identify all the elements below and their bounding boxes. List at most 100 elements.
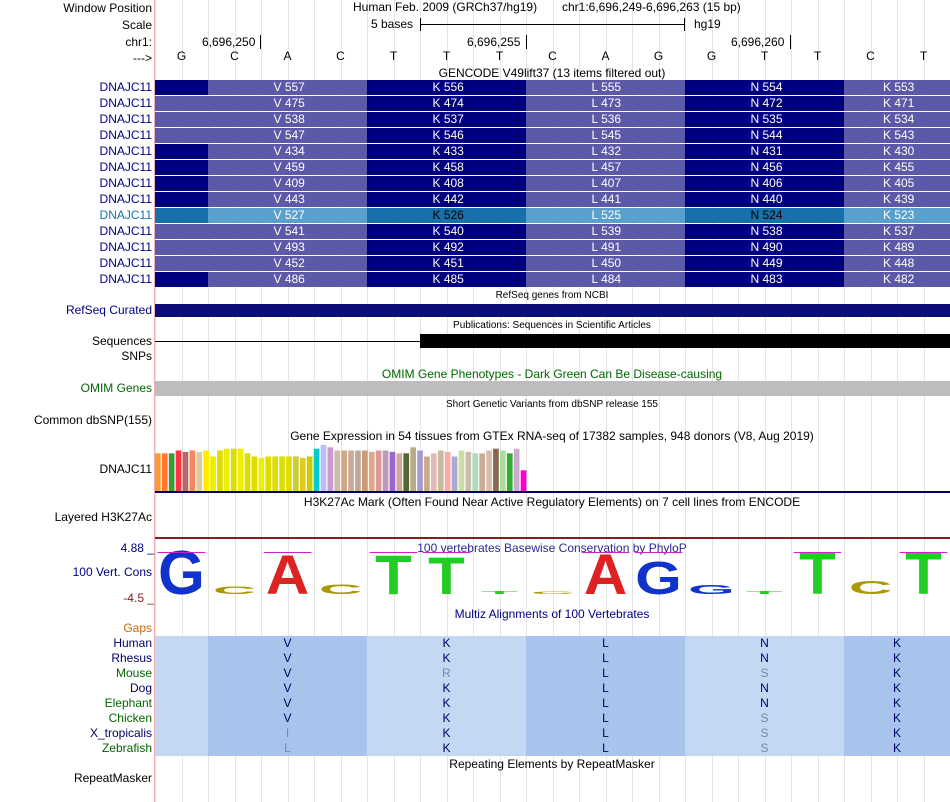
codon-fragment[interactable]: [155, 128, 208, 143]
amino-acid-block[interactable]: V 452: [208, 256, 367, 271]
codon-fragment[interactable]: [155, 256, 208, 271]
gencode-row-label[interactable]: DNAJC11: [99, 144, 152, 158]
multiz-species-label[interactable]: Mouse: [115, 666, 152, 680]
omim-label[interactable]: OMIM Genes: [80, 381, 152, 395]
conservation-label[interactable]: 100 Vert. Cons: [72, 565, 152, 579]
gtex-tissue-bar[interactable]: [368, 451, 375, 491]
amino-acid-block[interactable]: V 409: [208, 176, 367, 191]
gtex-tissue-bar[interactable]: [479, 453, 485, 491]
gtex-tissue-bar[interactable]: [451, 456, 458, 492]
amino-acid-block[interactable]: L 525: [526, 208, 685, 223]
publications-label[interactable]: Sequences: [91, 334, 152, 348]
amino-acid-block[interactable]: K 526: [367, 208, 526, 223]
amino-acid-block[interactable]: N 406: [685, 176, 844, 191]
gtex-tissue-bar[interactable]: [237, 448, 244, 491]
amino-acid-block[interactable]: L 491: [526, 240, 685, 255]
gtex-tissue-bar[interactable]: [313, 448, 320, 491]
multiz-codon-block[interactable]: [208, 726, 367, 741]
multiz-species-label[interactable]: Rhesus: [111, 651, 152, 665]
gencode-row-label[interactable]: DNAJC11: [99, 112, 152, 126]
multiz-gaps-label[interactable]: Gaps: [123, 621, 152, 635]
gtex-tissue-bar[interactable]: [196, 451, 203, 491]
multiz-codon-block[interactable]: [526, 711, 685, 726]
amino-acid-block[interactable]: K 405: [844, 176, 950, 191]
amino-acid-block[interactable]: K 523: [844, 208, 950, 223]
multiz-species-label[interactable]: Dog: [129, 681, 152, 695]
multiz-codon-block[interactable]: [685, 681, 844, 696]
gtex-tissue-bar[interactable]: [155, 453, 161, 491]
amino-acid-block[interactable]: N 490: [685, 240, 844, 255]
amino-acid-block[interactable]: L 441: [526, 192, 685, 207]
gtex-tissue-bar[interactable]: [465, 451, 472, 491]
codon-fragment[interactable]: [155, 192, 208, 207]
amino-acid-block[interactable]: K 448: [844, 256, 950, 271]
amino-acid-block[interactable]: N 524: [685, 208, 844, 223]
amino-acid-block[interactable]: K 451: [367, 256, 526, 271]
amino-acid-block[interactable]: L 545: [526, 128, 685, 143]
multiz-fragment[interactable]: [155, 741, 208, 756]
multiz-codon-block[interactable]: [526, 696, 685, 711]
codon-fragment[interactable]: [155, 224, 208, 239]
gtex-tissue-bar[interactable]: [293, 456, 299, 492]
multiz-fragment[interactable]: [155, 636, 208, 651]
gtex-tissue-bar[interactable]: [513, 448, 520, 491]
gtex-tissue-bar[interactable]: [500, 450, 506, 492]
amino-acid-block[interactable]: N 544: [685, 128, 844, 143]
amino-acid-block[interactable]: V 493: [208, 240, 367, 255]
gtex-tissue-bar[interactable]: [493, 448, 499, 491]
gencode-row-label[interactable]: DNAJC11: [99, 96, 152, 110]
multiz-codon-block[interactable]: [367, 711, 526, 726]
gtex-tissue-bar[interactable]: [299, 457, 306, 491]
h3k27ac-track-title[interactable]: H3K27Ac Mark (Often Found Near Active Re…: [303, 495, 801, 509]
amino-acid-block[interactable]: K 534: [844, 112, 950, 127]
multiz-codon-block[interactable]: [844, 651, 950, 666]
gtex-tissue-bar[interactable]: [203, 450, 209, 492]
gencode-row-label[interactable]: DNAJC11: [99, 160, 152, 174]
amino-acid-block[interactable]: V 475: [208, 96, 367, 111]
amino-acid-block[interactable]: V 443: [208, 192, 367, 207]
gtex-tissue-bar[interactable]: [410, 447, 416, 491]
multiz-codon-block[interactable]: [208, 666, 367, 681]
multiz-codon-block[interactable]: [208, 741, 367, 756]
amino-acid-block[interactable]: L 539: [526, 224, 685, 239]
amino-acid-block[interactable]: K 537: [844, 224, 950, 239]
multiz-fragment[interactable]: [155, 666, 208, 681]
multiz-codon-block[interactable]: [367, 696, 526, 711]
gtex-tissue-bar[interactable]: [382, 450, 389, 492]
gtex-tissue-bar[interactable]: [458, 450, 465, 492]
amino-acid-block[interactable]: K 471: [844, 96, 950, 111]
gtex-tissue-bar[interactable]: [161, 453, 168, 491]
multiz-codon-block[interactable]: [685, 666, 844, 681]
multiz-codon-block[interactable]: [844, 696, 950, 711]
gtex-tissue-bar[interactable]: [279, 456, 285, 492]
multiz-codon-block[interactable]: [685, 726, 844, 741]
gtex-tissue-bar[interactable]: [265, 456, 272, 492]
refseq-gene-block[interactable]: [155, 304, 950, 317]
amino-acid-block[interactable]: K 482: [844, 272, 950, 287]
multiz-codon-block[interactable]: [685, 651, 844, 666]
multiz-fragment[interactable]: [155, 711, 208, 726]
multiz-codon-block[interactable]: [685, 696, 844, 711]
multiz-codon-block[interactable]: [526, 726, 685, 741]
amino-acid-block[interactable]: K 439: [844, 192, 950, 207]
amino-acid-block[interactable]: L 555: [526, 80, 685, 95]
multiz-codon-block[interactable]: [367, 651, 526, 666]
gencode-row-label[interactable]: DNAJC11: [99, 240, 152, 254]
omim-track-title[interactable]: OMIM Gene Phenotypes - Dark Green Can Be…: [381, 367, 723, 381]
amino-acid-block[interactable]: N 538: [685, 224, 844, 239]
gtex-tissue-bar[interactable]: [182, 451, 189, 491]
amino-acid-block[interactable]: L 432: [526, 144, 685, 159]
gtex-tissue-bar[interactable]: [327, 447, 334, 491]
multiz-codon-block[interactable]: [367, 741, 526, 756]
gtex-tissue-bar[interactable]: [472, 453, 479, 491]
multiz-codon-block[interactable]: [208, 711, 367, 726]
gtex-tissue-bar[interactable]: [431, 453, 437, 491]
amino-acid-block[interactable]: V 541: [208, 224, 367, 239]
multiz-codon-block[interactable]: [526, 636, 685, 651]
gtex-tissue-bar[interactable]: [506, 453, 513, 491]
amino-acid-block[interactable]: K 492: [367, 240, 526, 255]
h3k27ac-label[interactable]: Layered H3K27Ac: [54, 510, 152, 524]
gtex-tissue-bar[interactable]: [348, 450, 354, 492]
amino-acid-block[interactable]: K 442: [367, 192, 526, 207]
